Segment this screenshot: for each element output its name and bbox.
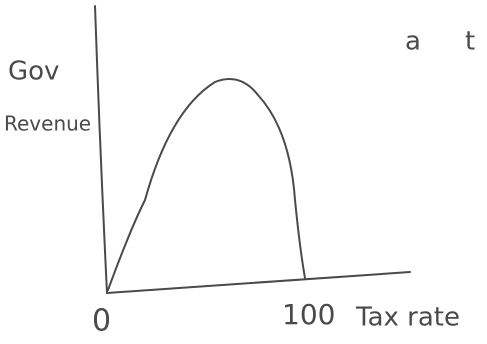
y-label: Gov	[8, 57, 59, 87]
sketch: Gov Revenue 0 100 Tax rate a t	[0, 0, 487, 344]
corner-text: a	[405, 27, 421, 57]
corner-text: t	[465, 27, 475, 57]
curve	[108, 79, 305, 290]
page: Gov Revenue 0 100 Tax rate a t (() => { …	[0, 0, 487, 344]
y-axis	[95, 6, 107, 293]
x-end-label: 100	[282, 298, 335, 331]
x-axis	[107, 272, 410, 293]
x-label: Tax rate	[355, 303, 460, 333]
origin-label: 0	[92, 304, 111, 339]
y-label: Revenue	[4, 112, 91, 136]
